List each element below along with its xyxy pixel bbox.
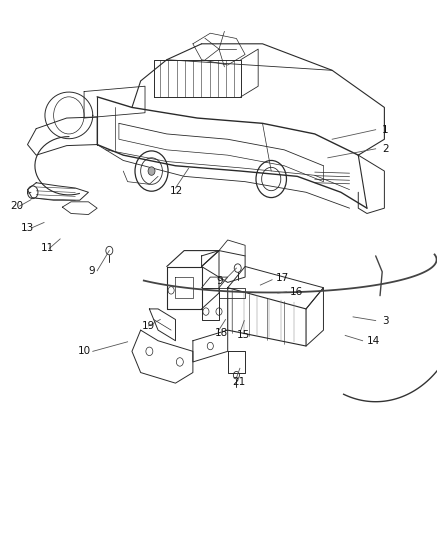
Text: 14: 14	[367, 336, 380, 346]
Text: 15: 15	[237, 330, 250, 341]
Text: 2: 2	[382, 144, 389, 154]
Text: 21: 21	[232, 376, 245, 386]
Text: 12: 12	[170, 186, 184, 196]
Text: 9: 9	[88, 266, 95, 276]
Text: 10: 10	[78, 346, 91, 357]
Text: 18: 18	[215, 328, 228, 338]
Text: 19: 19	[141, 321, 155, 331]
Text: 20: 20	[10, 201, 23, 211]
Circle shape	[148, 167, 155, 175]
Text: 9: 9	[217, 276, 223, 286]
Text: 17: 17	[276, 273, 289, 283]
Text: 11: 11	[41, 244, 54, 254]
Text: 13: 13	[21, 223, 34, 233]
Text: 3: 3	[382, 316, 389, 326]
Text: 1: 1	[382, 125, 389, 135]
Text: 16: 16	[290, 287, 303, 297]
